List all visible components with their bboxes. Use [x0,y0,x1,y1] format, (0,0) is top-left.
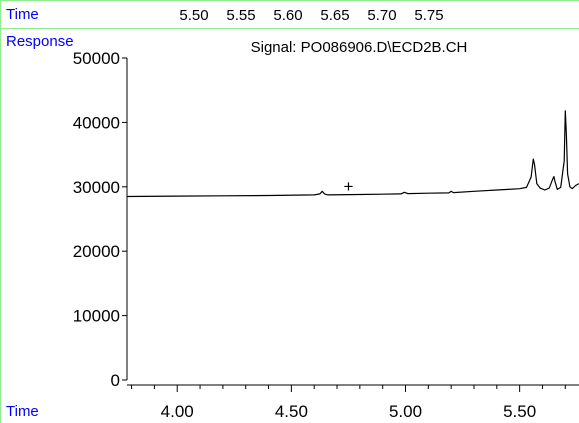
signal-trace [126,110,579,198]
y-axis-title: Response [6,33,74,50]
y-axis: 0 10000 20000 30000 40000 50000 [73,49,128,390]
x-axis-title: Time [6,403,39,420]
x-tick-label: 4.50 [275,402,308,421]
y-tick-label: 20000 [73,242,120,261]
x-tick-label: 4.00 [161,402,194,421]
top-time-tick: 5.55 [226,7,256,24]
top-time-tick: 5.75 [414,7,444,24]
frame-top-border [0,0,579,1]
y-tick-label: 50000 [73,49,120,68]
y-tick-label: 40000 [73,113,120,132]
top-time-tick: 5.65 [320,7,350,24]
annotation-marker: + [343,177,353,196]
chart-title: Signal: PO086906.D\ECD2B.CH [251,39,468,56]
x-tick-label: 5.50 [503,402,536,421]
y-tick-label: 30000 [73,178,120,197]
y-tick-label: 0 [111,371,120,390]
x-tick-label: 5.00 [389,402,422,421]
plot-area: + [126,110,579,198]
y-tick-label: 10000 [73,307,120,326]
top-time-tick: 5.70 [367,7,397,24]
x-axis: 4.00 4.50 5.00 5.50 [127,384,579,421]
frame-separator [0,28,579,29]
top-time-label: Time [6,6,39,23]
frame-left-border [0,0,1,423]
top-time-tick: 5.50 [179,7,209,24]
top-time-tick: 5.60 [273,7,303,24]
